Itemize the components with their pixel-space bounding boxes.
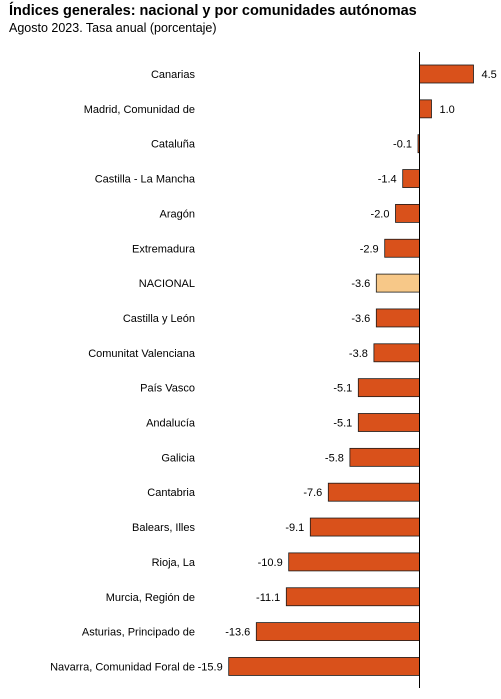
- bar: [357, 378, 420, 398]
- bar-nacional: [375, 273, 420, 293]
- value-label: -3.6: [351, 313, 370, 325]
- bar: [395, 203, 420, 223]
- bar: [373, 343, 420, 363]
- bar: [285, 587, 420, 607]
- category-label: Cantabria: [147, 487, 196, 499]
- value-label: 1.0: [440, 104, 455, 116]
- bar: [357, 413, 420, 432]
- bar: [349, 447, 420, 467]
- value-label: -0.1: [393, 139, 412, 151]
- value-label: -3.6: [351, 278, 370, 290]
- value-label: 4.5: [482, 69, 497, 81]
- value-label: -2.9: [360, 243, 379, 255]
- value-label: -9.1: [285, 522, 304, 534]
- labels-group: Canarias 4.5 Madrid, Comunidad de 1.0 Catalu…: [50, 69, 497, 673]
- bar: [327, 482, 420, 502]
- category-label: Asturias, Principado de: [82, 627, 195, 639]
- value-label: -7.6: [303, 487, 322, 499]
- category-label: Comunitat Valenciana: [88, 348, 196, 360]
- chart-title: Índices generales: nacional y por comuni…: [9, 3, 417, 19]
- value-label: -3.8: [349, 348, 368, 360]
- bars-group: [228, 64, 474, 676]
- value-label: -10.9: [258, 557, 283, 569]
- category-label: País Vasco: [140, 383, 195, 395]
- bar: [419, 99, 432, 119]
- value-label: -13.6: [225, 627, 250, 639]
- category-label: Castilla - La Mancha: [95, 174, 196, 186]
- value-label: -5.1: [333, 418, 352, 430]
- category-label: Andalucía: [146, 418, 196, 430]
- bar: [309, 517, 420, 537]
- category-label: Murcia, Región de: [106, 592, 195, 604]
- category-label: NACIONAL: [139, 278, 195, 290]
- value-label: -5.1: [333, 383, 352, 395]
- bar: [288, 552, 420, 572]
- bar: [228, 657, 420, 676]
- category-label: Madrid, Comunidad de: [84, 104, 195, 116]
- bar: [402, 169, 420, 188]
- value-label: -11.1: [256, 592, 280, 604]
- value-label: -5.8: [325, 452, 344, 464]
- category-label: Navarra, Comunidad Foral de: [50, 661, 195, 673]
- category-label: Castilla y León: [123, 313, 195, 325]
- bar: [419, 64, 474, 84]
- bar: [384, 238, 420, 258]
- bar: [255, 622, 420, 641]
- category-label: Canarias: [151, 69, 196, 81]
- value-label: -15.9: [198, 661, 223, 673]
- value-label: -2.0: [371, 208, 390, 220]
- category-label: Extremadura: [132, 243, 196, 255]
- category-label: Cataluña: [151, 139, 196, 151]
- category-label: Aragón: [160, 208, 195, 220]
- value-label: -1.4: [378, 174, 397, 186]
- bar: [375, 308, 420, 328]
- category-label: Rioja, La: [152, 557, 196, 569]
- category-label: Balears, Illes: [132, 522, 195, 534]
- chart-subtitle: Agosto 2023. Tasa anual (porcentaje): [9, 21, 217, 35]
- category-label: Galicia: [161, 452, 196, 464]
